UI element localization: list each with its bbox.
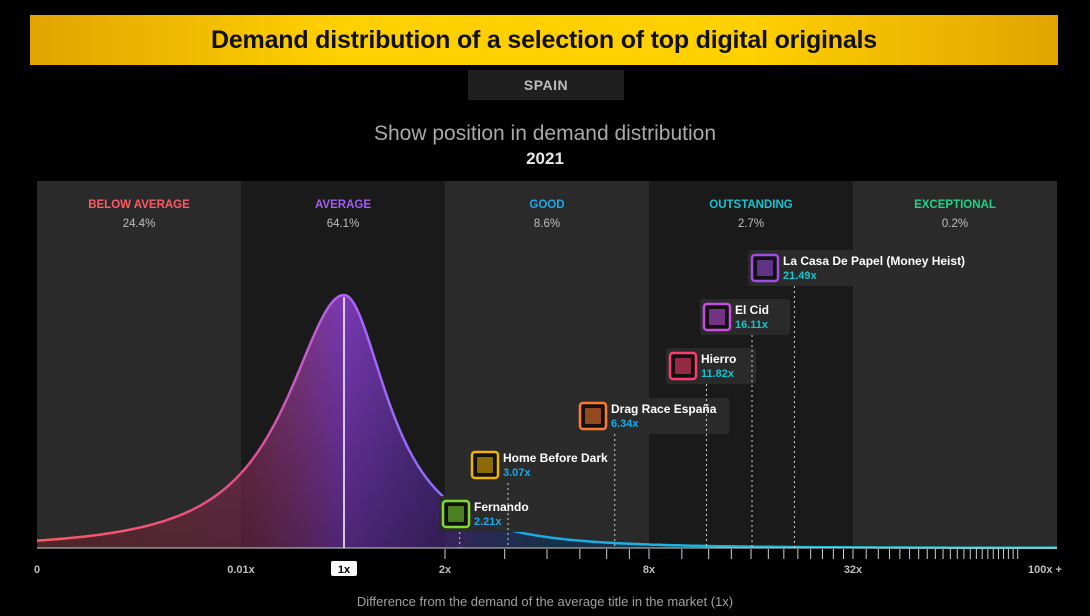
- x-tick-label: 8x: [643, 564, 656, 576]
- x-tick-label: 100x +: [1028, 564, 1062, 576]
- show-marker[interactable]: El Cid 16.11x: [700, 299, 790, 548]
- show-name: Fernando: [474, 500, 529, 514]
- region-selector[interactable]: SPAIN: [468, 70, 624, 100]
- show-name: La Casa De Papel (Money Heist): [783, 254, 965, 268]
- poster-thumbnail: [477, 457, 493, 473]
- band-exceptional: [853, 181, 1057, 548]
- band-good: [445, 181, 649, 548]
- band-share: 24.4%: [123, 218, 156, 230]
- show-multiple: 2.21x: [474, 516, 502, 528]
- show-marker[interactable]: Fernando 2.21x: [439, 496, 542, 548]
- average-tick-badge: [331, 561, 357, 576]
- poster-thumbnail: [757, 260, 773, 276]
- x-axis-label: Difference from the demand of the averag…: [356, 594, 734, 609]
- show-marker[interactable]: Home Before Dark 3.07x: [468, 447, 621, 548]
- poster-thumbnail: [709, 309, 725, 325]
- show-marker[interactable]: Drag Race España 6.34x: [576, 398, 730, 548]
- band-label: EXCEPTIONAL: [914, 199, 996, 211]
- band-share: 8.6%: [534, 218, 560, 230]
- show-label-box: [576, 398, 730, 434]
- band-label: AVERAGE: [315, 199, 371, 211]
- poster-thumbnail: [448, 506, 464, 522]
- band-share: 2.7%: [738, 218, 764, 230]
- region-label: SPAIN: [523, 77, 569, 93]
- chart-year: 2021: [526, 149, 564, 168]
- show-label-box: [748, 250, 979, 286]
- x-tick-label: 32x: [844, 564, 863, 576]
- x-tick-label: 1x: [338, 564, 351, 576]
- show-multiple: 3.07x: [503, 467, 531, 479]
- show-name: El Cid: [735, 303, 769, 317]
- show-name: Drag Race España: [611, 402, 717, 416]
- chart-title: Show position in demand distribution: [373, 122, 717, 145]
- band-label: OUTSTANDING: [709, 199, 793, 211]
- band-below-average: [37, 181, 241, 548]
- show-label-box: [468, 447, 621, 483]
- band-share: 0.2%: [942, 218, 968, 230]
- band-label: GOOD: [529, 199, 564, 211]
- x-tick-label: 2x: [439, 564, 452, 576]
- distribution-shade: [37, 295, 1057, 548]
- poster-thumbnail: [675, 358, 691, 374]
- show-multiple: 11.82x: [701, 368, 735, 380]
- show-marker[interactable]: Hierro 11.82x: [666, 348, 756, 548]
- band-share: 64.1%: [327, 218, 360, 230]
- band-label: BELOW AVERAGE: [88, 199, 190, 211]
- x-tick-label: 0.01x: [227, 564, 255, 576]
- show-name: Home Before Dark: [503, 451, 608, 465]
- show-multiple: 6.34x: [611, 418, 639, 430]
- x-tick-label: 0: [34, 564, 40, 576]
- show-marker[interactable]: La Casa De Papel (Money Heist) 21.49x: [748, 250, 979, 548]
- show-multiple: 16.11x: [735, 319, 769, 331]
- title-banner: Demand distribution of a selection of to…: [30, 15, 1058, 65]
- poster-thumbnail: [585, 408, 601, 424]
- show-name: Hierro: [701, 352, 736, 366]
- show-multiple: 21.49x: [783, 270, 818, 282]
- page-title: Demand distribution of a selection of to…: [210, 25, 877, 54]
